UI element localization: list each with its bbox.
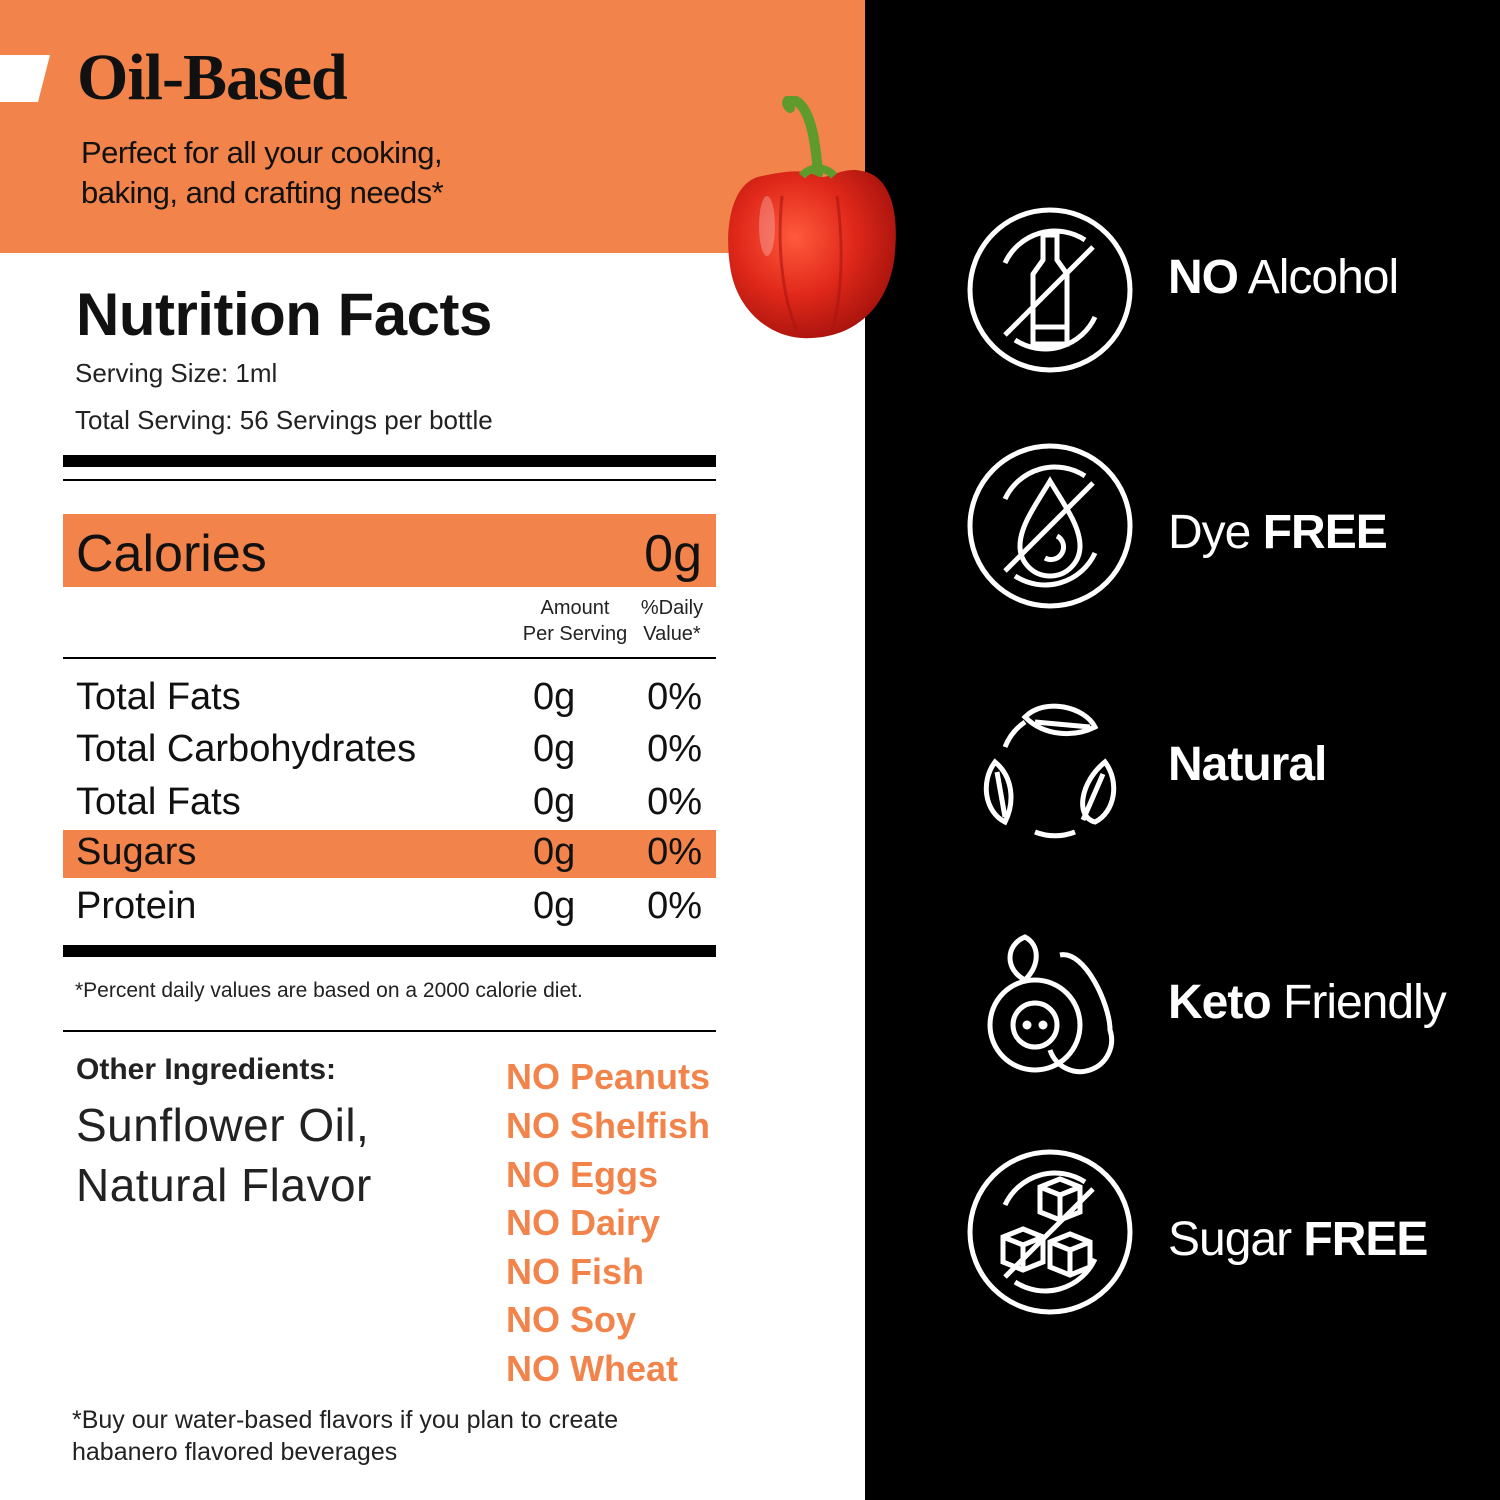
daily-value-header: %Daily Value*	[630, 595, 714, 647]
nutrient-name: Total Fats	[76, 676, 241, 718]
no-dye-drop-icon	[967, 443, 1133, 609]
thin-divider	[63, 657, 716, 659]
header-line: Value*	[643, 623, 701, 645]
nutrient-amount: 0g	[533, 728, 576, 770]
header-banner: Oil-Based Perfect for all your cooking, …	[0, 0, 865, 253]
badge-label-bold: FREE	[1303, 1213, 1428, 1266]
nutrient-row-highlighted: Sugars 0g 0%	[63, 830, 716, 878]
nutrient-amount: 0g	[533, 831, 576, 873]
thin-divider	[63, 1030, 716, 1032]
thin-divider	[63, 479, 716, 481]
allergen-item: NO Peanuts	[506, 1056, 711, 1097]
badge-label-regular: Alcohol	[1238, 251, 1399, 304]
badge-label: Dye FREE	[1168, 505, 1388, 560]
page-title: Oil-Based	[77, 41, 348, 114]
nutrient-amount: 0g	[533, 676, 576, 718]
nutrient-name: Total Fats	[76, 781, 241, 823]
nutrient-amount: 0g	[533, 885, 576, 927]
nutrient-daily: 0%	[647, 728, 702, 770]
allergen-item: NO Soy	[506, 1299, 637, 1340]
badge-label: Keto Friendly	[1168, 975, 1447, 1030]
other-ingredients-label: Other Ingredients:	[76, 1053, 337, 1086]
keto-avocado-icon	[987, 934, 1115, 1075]
calories-label: Calories	[76, 525, 267, 583]
header-line: %Daily	[640, 597, 704, 619]
red-pepper-image	[728, 96, 896, 339]
nutrition-facts-title: Nutrition Facts	[76, 281, 492, 348]
nutrient-name: Sugars	[76, 831, 197, 873]
badge-label-bold: Keto	[1168, 976, 1272, 1029]
allergen-item: NO Fish	[506, 1251, 645, 1292]
thick-divider	[63, 455, 716, 467]
total-serving: Total Serving: 56 Servings per bottle	[75, 405, 493, 435]
nutrient-name: Protein	[76, 885, 197, 927]
badge-label-bold: NO	[1168, 251, 1239, 304]
nutrient-row: Total Fats 0g 0%	[63, 777, 716, 829]
natural-leaves-icon	[983, 703, 1117, 839]
nutrient-daily: 0%	[647, 781, 702, 823]
nutrient-name: Total Carbohydrates	[76, 728, 417, 770]
badge-label-regular: Friendly	[1270, 976, 1447, 1029]
header-line: Per Serving	[522, 623, 628, 645]
badge-label-bold: Natural	[1168, 738, 1327, 791]
subtitle-line-2: baking, and crafting needs*	[81, 175, 444, 210]
badge-label-regular: Sugar	[1168, 1213, 1304, 1266]
thick-divider	[63, 945, 716, 957]
allergen-item: NO Wheat	[506, 1348, 679, 1389]
serving-size: Serving Size: 1ml	[75, 358, 278, 388]
ingredient-line: Natural Flavor	[76, 1159, 372, 1211]
ingredient-line: Sunflower Oil,	[76, 1099, 370, 1151]
bottom-note-line: habanero flavored beverages	[72, 1438, 398, 1466]
nutrient-daily: 0%	[647, 676, 702, 718]
allergen-item: NO Shelfish	[506, 1105, 711, 1146]
nutrient-row: Total Carbohydrates 0g 0%	[63, 724, 716, 776]
subtitle-line-1: Perfect for all your cooking,	[81, 135, 443, 170]
header-line: Amount	[540, 597, 610, 619]
badge-label-bold: FREE	[1262, 506, 1388, 559]
badge-label: NO Alcohol	[1168, 250, 1399, 305]
nutrient-row: Protein 0g 0%	[63, 881, 716, 933]
badge-label: Natural	[1168, 737, 1327, 792]
decorative-notch	[0, 55, 50, 102]
badge-label-regular: Dye	[1168, 506, 1263, 559]
allergen-item: NO Dairy	[506, 1202, 661, 1243]
daily-value-footnote: *Percent daily values are based on a 200…	[75, 979, 583, 1002]
no-alcohol-bottle-icon	[967, 207, 1133, 373]
allergen-item: NO Eggs	[506, 1154, 659, 1195]
no-sugar-cubes-icon	[967, 1149, 1133, 1315]
nutrient-amount: 0g	[533, 781, 576, 823]
amount-per-serving-header: Amount Per Serving	[515, 595, 635, 647]
calories-value: 0g	[644, 525, 702, 583]
nutrient-row: Total Fats 0g 0%	[63, 672, 716, 724]
badge-label: Sugar FREE	[1168, 1212, 1428, 1267]
calories-row: Calories 0g	[63, 514, 716, 587]
nutrient-daily: 0%	[647, 831, 702, 873]
bottom-note-line: *Buy our water-based flavors if you plan…	[72, 1406, 619, 1434]
nutrient-daily: 0%	[647, 885, 702, 927]
